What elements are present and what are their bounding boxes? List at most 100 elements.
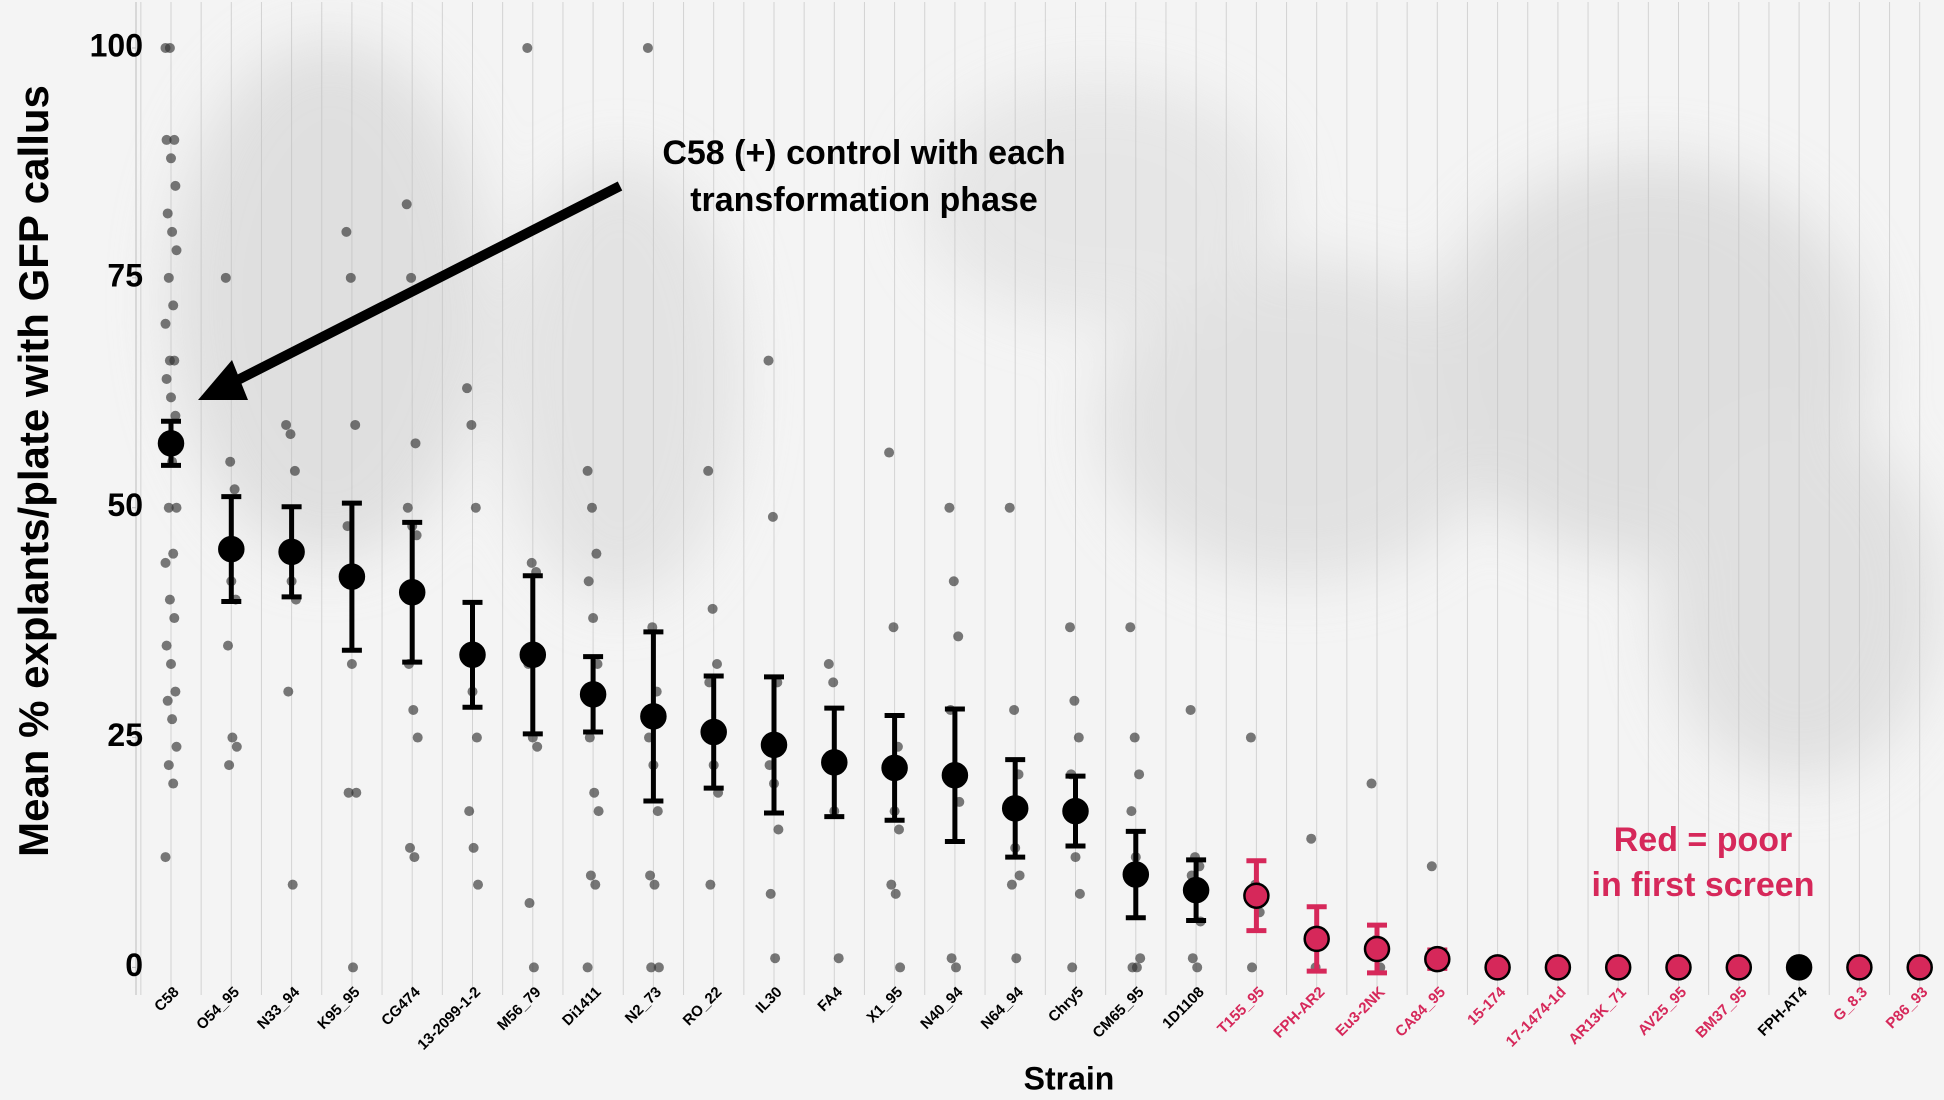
- raw-point: [766, 889, 776, 899]
- raw-point: [473, 880, 483, 890]
- raw-point: [1130, 733, 1140, 743]
- mean-point: [1365, 937, 1389, 961]
- raw-point: [163, 208, 173, 218]
- raw-point: [471, 503, 481, 513]
- mean-point: [280, 540, 304, 564]
- mean-point: [1003, 796, 1027, 820]
- mean-point: [1064, 799, 1088, 823]
- mean-point: [943, 763, 967, 787]
- raw-point: [828, 677, 838, 687]
- raw-point: [1075, 889, 1085, 899]
- raw-point: [405, 843, 415, 853]
- raw-point: [168, 549, 178, 559]
- raw-point: [587, 503, 597, 513]
- raw-point: [1071, 852, 1081, 862]
- raw-point: [170, 181, 180, 191]
- raw-point: [348, 962, 358, 972]
- raw-point: [164, 273, 174, 283]
- raw-point: [525, 898, 535, 908]
- x-axis-label: Strain: [1024, 1060, 1115, 1096]
- mean-point: [762, 733, 786, 757]
- raw-point: [286, 429, 296, 439]
- raw-point: [1015, 870, 1025, 880]
- mean-point: [1244, 884, 1268, 908]
- raw-point: [1192, 962, 1202, 972]
- raw-point: [472, 733, 482, 743]
- mean-point: [1908, 955, 1932, 979]
- raw-point: [408, 705, 418, 715]
- raw-point: [232, 742, 242, 752]
- raw-point: [824, 659, 834, 669]
- mean-point: [1184, 878, 1208, 902]
- raw-point: [224, 760, 234, 770]
- raw-point: [1135, 953, 1145, 963]
- annotation-line: transformation phase: [690, 181, 1038, 219]
- raw-point: [591, 549, 601, 559]
- raw-point: [165, 43, 175, 53]
- raw-point: [409, 852, 419, 862]
- raw-point: [223, 641, 233, 651]
- y-tick-label: 50: [107, 487, 143, 523]
- raw-point: [949, 576, 959, 586]
- raw-point: [953, 631, 963, 641]
- raw-point: [288, 880, 298, 890]
- raw-point: [1007, 880, 1017, 890]
- mean-point: [219, 537, 243, 561]
- raw-point: [164, 760, 174, 770]
- raw-point: [1126, 806, 1136, 816]
- mean-point: [641, 704, 665, 728]
- raw-point: [166, 659, 176, 669]
- raw-point: [703, 466, 713, 476]
- mean-point: [461, 643, 485, 667]
- raw-point: [162, 374, 172, 384]
- raw-point: [643, 43, 653, 53]
- mean-point: [1305, 927, 1329, 951]
- raw-point: [532, 742, 542, 752]
- mean-point: [1727, 955, 1751, 979]
- raw-point: [170, 687, 180, 697]
- raw-point: [1134, 769, 1144, 779]
- mean-point: [1847, 955, 1871, 979]
- raw-point: [172, 742, 182, 752]
- mean-point: [159, 431, 183, 455]
- raw-point: [283, 687, 293, 697]
- raw-point: [944, 503, 954, 513]
- raw-point: [162, 641, 172, 651]
- raw-point: [1005, 503, 1015, 513]
- raw-point: [411, 438, 421, 448]
- raw-point: [522, 43, 532, 53]
- raw-point: [346, 273, 356, 283]
- raw-point: [167, 227, 177, 237]
- raw-point: [708, 604, 718, 614]
- raw-point: [590, 880, 600, 890]
- raw-point: [1065, 622, 1075, 632]
- raw-point: [1074, 733, 1084, 743]
- annotation-line: C58 (+) control with each: [662, 134, 1065, 172]
- raw-point: [1009, 705, 1019, 715]
- raw-point: [347, 659, 357, 669]
- page: 0255075100C58O54_95N33_94K95_95CG47413-2…: [0, 0, 1944, 1100]
- raw-point: [1125, 622, 1135, 632]
- mean-point: [1667, 955, 1691, 979]
- raw-point: [1186, 705, 1196, 715]
- raw-point: [891, 889, 901, 899]
- raw-point: [1306, 834, 1316, 844]
- raw-point: [225, 457, 235, 467]
- raw-point: [166, 153, 176, 163]
- raw-point: [406, 273, 416, 283]
- raw-point: [584, 576, 594, 586]
- raw-point: [462, 383, 472, 393]
- raw-point: [1427, 861, 1437, 871]
- raw-point: [1067, 962, 1077, 972]
- raw-point: [161, 319, 171, 329]
- raw-point: [1247, 962, 1257, 972]
- raw-point: [583, 962, 593, 972]
- raw-point: [402, 199, 412, 209]
- y-tick-label: 100: [90, 27, 143, 63]
- raw-point: [469, 843, 479, 853]
- raw-point: [221, 273, 231, 283]
- note-line: in first screen: [1592, 866, 1815, 904]
- raw-point: [164, 503, 174, 513]
- mean-point: [340, 565, 364, 589]
- raw-point: [1011, 953, 1021, 963]
